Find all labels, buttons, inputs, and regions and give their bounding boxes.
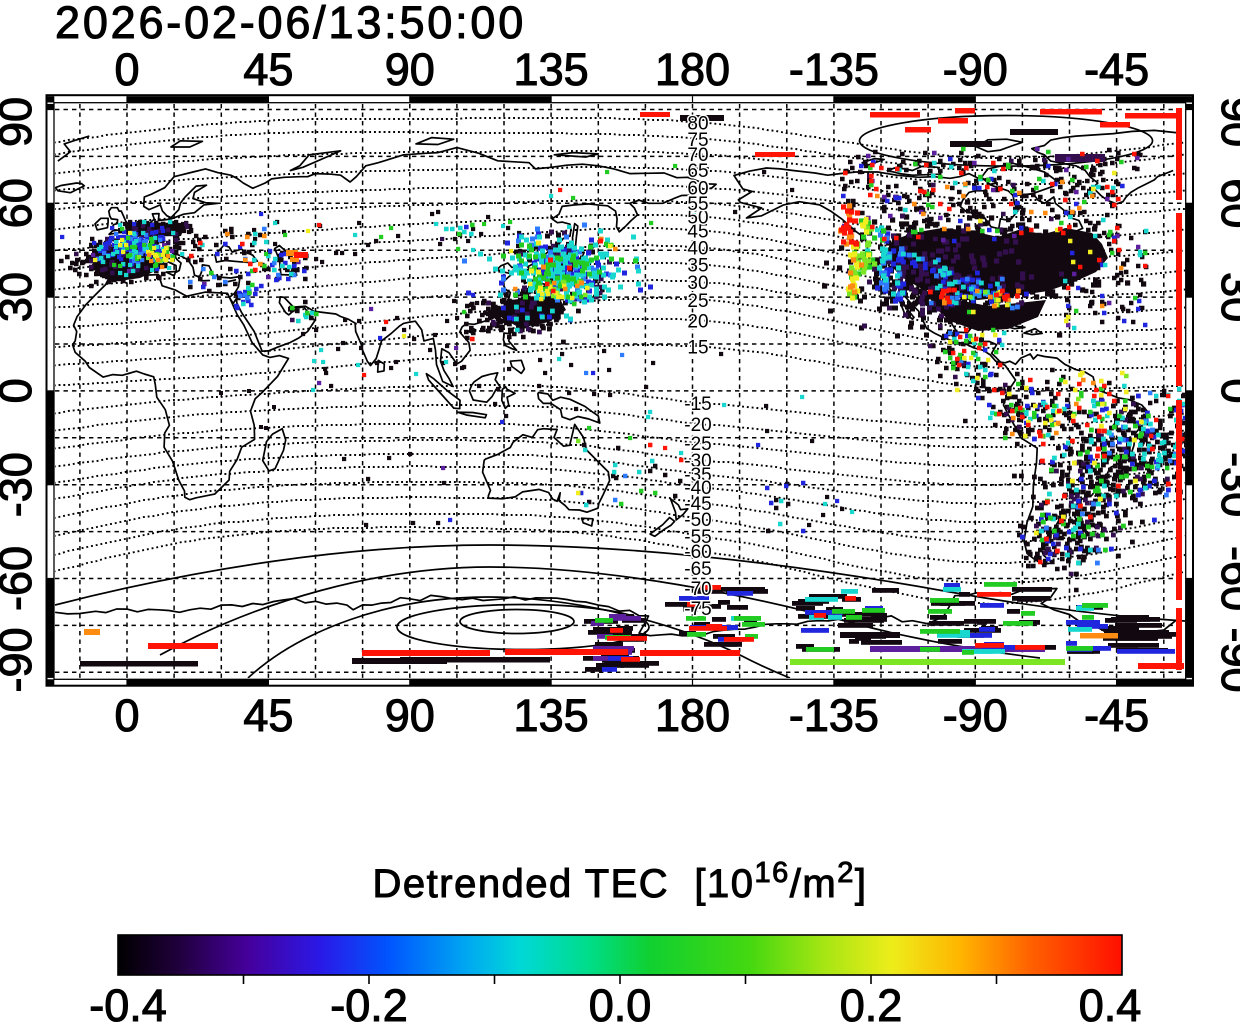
svg-text:-15: -15 [684,394,711,415]
svg-text:60: 60 [1212,178,1240,228]
svg-text:180: 180 [655,44,730,95]
svg-text:90: 90 [385,44,435,95]
svg-text:0: 0 [114,44,139,95]
svg-text:55: 55 [687,194,708,215]
svg-text:-90: -90 [943,44,1008,95]
svg-text:30: 30 [687,273,708,294]
svg-text:70: 70 [687,145,708,166]
svg-text:-60: -60 [684,542,711,563]
svg-text:-45: -45 [684,494,711,515]
svg-text:-135: -135 [789,44,879,95]
svg-text:90: 90 [1212,97,1240,147]
svg-text:0.4: 0.4 [1079,980,1142,1024]
svg-text:90: 90 [0,97,41,147]
svg-text:30: 30 [1212,272,1240,322]
svg-text:135: 135 [514,44,589,95]
svg-text:2026-02-06/13:50:00: 2026-02-06/13:50:00 [55,0,526,48]
svg-text:-45: -45 [1084,690,1149,741]
svg-text:-135: -135 [789,690,879,741]
svg-text:90: 90 [385,690,435,741]
svg-text:45: 45 [243,44,293,95]
svg-text:-90: -90 [943,690,1008,741]
svg-text:30: 30 [0,272,41,322]
svg-text:60: 60 [0,178,41,228]
svg-text:25: 25 [687,291,708,312]
svg-text:60: 60 [687,179,708,200]
svg-text:-60: -60 [0,546,41,611]
svg-text:-30: -30 [684,451,711,472]
svg-text:-90: -90 [1212,627,1240,692]
svg-text:0.0: 0.0 [589,980,652,1024]
svg-text:45: 45 [687,222,708,243]
svg-text:20: 20 [687,311,708,332]
svg-text:-0.4: -0.4 [89,980,167,1024]
svg-text:65: 65 [687,161,708,182]
svg-text:50: 50 [687,208,708,229]
svg-text:-25: -25 [684,434,711,455]
svg-text:135: 135 [514,690,589,741]
svg-text:-60: -60 [1212,546,1240,611]
svg-text:-0.2: -0.2 [330,980,408,1024]
svg-text:-20: -20 [684,415,711,436]
svg-text:0.2: 0.2 [840,980,903,1024]
svg-text:35: 35 [687,255,708,276]
svg-text:-55: -55 [684,527,711,548]
svg-text:0: 0 [1212,378,1240,403]
svg-text:-70: -70 [684,579,711,600]
svg-text:15: 15 [687,338,708,359]
svg-text:0: 0 [114,690,139,741]
svg-text:-65: -65 [684,559,711,580]
svg-text:-75: -75 [684,599,711,620]
svg-text:-30: -30 [0,452,41,517]
svg-text:-45: -45 [1084,44,1149,95]
svg-text:40: 40 [687,239,708,260]
svg-text:Detrended TEC [1016/m2]: Detrended TEC [1016/m2] [373,857,868,906]
svg-text:-30: -30 [1212,452,1240,517]
svg-text:80: 80 [687,114,708,135]
svg-text:-90: -90 [0,627,41,692]
svg-text:45: 45 [243,690,293,741]
svg-text:-50: -50 [684,510,711,531]
svg-text:180: 180 [655,690,730,741]
svg-text:-35: -35 [684,465,711,486]
svg-text:0: 0 [0,378,41,403]
svg-text:-40: -40 [684,478,711,499]
svg-text:75: 75 [687,130,708,151]
